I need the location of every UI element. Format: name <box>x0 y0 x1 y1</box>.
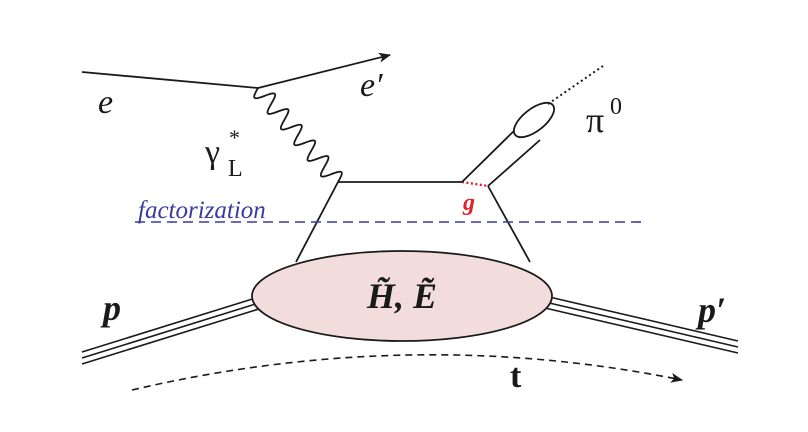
gpd-blob <box>251 250 553 342</box>
pion-tube-upper <box>461 124 521 183</box>
svg-text:L: L <box>228 156 243 182</box>
pion-label: π 0 <box>586 94 622 140</box>
gpd-label: H̃, Ẽ <box>366 276 437 316</box>
proton-in-lines <box>81 295 263 365</box>
factorization-label: factorization <box>138 197 266 224</box>
quark-right-line <box>487 185 531 263</box>
pion-wavefunction-ellipse <box>513 101 555 139</box>
electron-out-line <box>257 52 391 89</box>
momentum-transfer-label: t <box>510 358 522 395</box>
gluon-label: g <box>462 190 475 216</box>
gluon-line <box>461 180 489 188</box>
photon-label: γ * L <box>204 125 243 182</box>
proton-in-label: p <box>100 288 121 328</box>
proton-out-lines <box>544 295 739 354</box>
electron-out-label: e′ <box>360 67 383 104</box>
photon-wavy-line <box>253 87 343 183</box>
momentum-transfer-arrow <box>131 353 683 391</box>
pion-dotted-line <box>547 65 604 105</box>
svg-text:γ: γ <box>204 134 220 171</box>
pion-tube-lower <box>487 139 541 187</box>
electron-in-line <box>81 71 259 89</box>
electron-in-label: e <box>98 84 113 121</box>
proton-out-label: p′ <box>695 290 726 330</box>
svg-text:0: 0 <box>610 94 622 120</box>
svg-text:*: * <box>229 125 240 150</box>
svg-text:π: π <box>586 100 604 140</box>
